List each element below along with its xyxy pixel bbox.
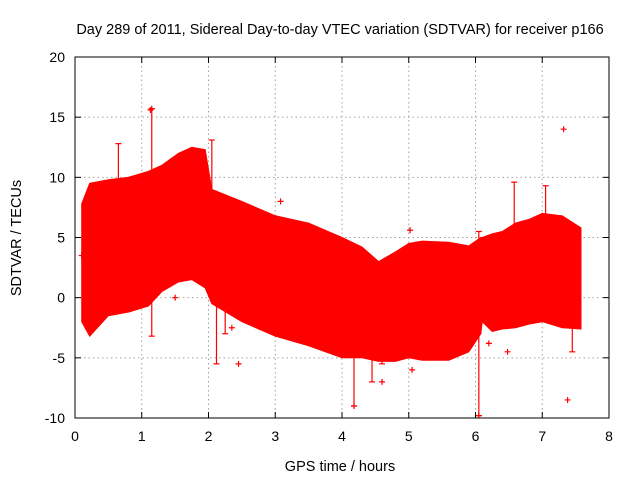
x-tick-label: 4 — [338, 428, 346, 444]
x-tick-label: 0 — [71, 428, 79, 444]
outlier-point — [172, 294, 179, 301]
x-tick-label: 5 — [405, 428, 413, 444]
x-tick-label: 3 — [271, 428, 279, 444]
outlier-point — [351, 402, 358, 409]
x-axis-label: GPS time / hours — [285, 459, 395, 475]
x-tick-label: 2 — [205, 428, 213, 444]
x-tick-label: 7 — [538, 428, 546, 444]
y-tick-label: 10 — [49, 169, 65, 185]
outlier-point — [78, 252, 85, 259]
y-tick-label: -5 — [53, 350, 66, 366]
y-tick-label: 20 — [49, 49, 65, 65]
x-tick-label: 8 — [605, 428, 613, 444]
axis-ticks — [74, 56, 610, 419]
error-band — [81, 146, 582, 362]
x-tick-label: 6 — [472, 428, 480, 444]
outlier-point — [228, 324, 235, 331]
y-tick-label: 5 — [57, 230, 65, 246]
chart-title: Day 289 of 2011, Sidereal Day-to-day VTE… — [76, 22, 603, 38]
outlier-point — [235, 360, 242, 367]
y-tick-label: 15 — [49, 109, 65, 125]
outlier-point — [504, 348, 511, 355]
outlier-point — [564, 396, 571, 403]
outlier-point — [379, 378, 386, 385]
outlier-point — [407, 227, 414, 234]
data-layer — [78, 105, 582, 419]
outlier-point — [147, 106, 154, 113]
outlier-point — [560, 126, 567, 133]
outlier-point — [148, 105, 155, 112]
x-tick-label: 1 — [138, 428, 146, 444]
outlier-point — [277, 198, 284, 205]
outlier-point — [485, 340, 492, 347]
y-tick-label: -10 — [45, 410, 65, 426]
y-axis-label: SDTVAR / TECUs — [9, 180, 25, 296]
y-tick-labels: -10 -5 0 5 10 15 20 — [45, 49, 65, 426]
x-tick-labels: 0 1 2 3 4 5 6 7 8 — [71, 428, 613, 444]
y-tick-label: 0 — [57, 290, 65, 306]
outlier-point — [409, 366, 416, 373]
